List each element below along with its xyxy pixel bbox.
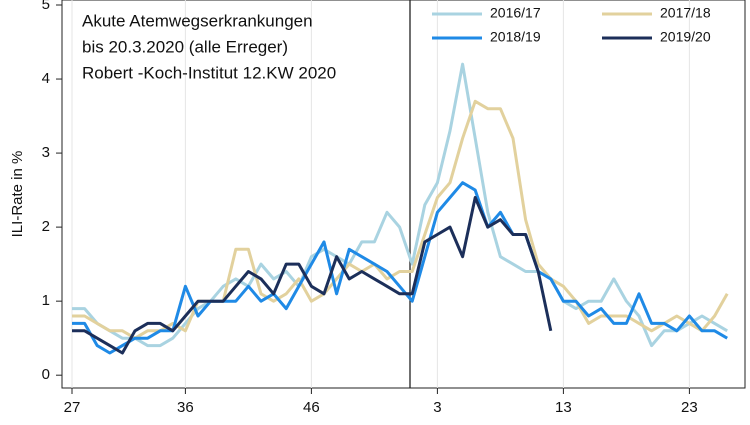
annotation: Akute Atemwegserkrankungen [82,11,313,30]
series-line [72,99,729,340]
legend-label: 2018/19 [490,29,541,45]
legend-label: 2016/17 [490,5,541,21]
y-tick-label: 5 [42,0,50,13]
y-tick-label: 4 [42,70,50,87]
series-line [72,196,553,355]
y-tick-label: 1 [42,292,50,309]
series-line [72,62,728,348]
y-tick-label: 2 [42,218,50,235]
x-tick-label: 46 [303,399,320,416]
y-axis-label: ILI-Rate in % [9,151,26,238]
x-tick-label: 23 [681,399,698,416]
x-tick-label: 13 [555,399,572,416]
plot-frame [61,0,746,389]
y-tick-label: 3 [42,144,50,161]
annotation: Robert -Koch-Institut 12.KW 2020 [82,63,336,82]
x-tick-label: 3 [433,399,441,416]
legend-label: 2019/20 [660,29,711,45]
y-tick-label: 0 [42,366,50,383]
x-tick-label: 27 [64,399,81,416]
legend-label: 2017/18 [660,5,711,21]
series-line [72,181,728,355]
x-tick-label: 36 [177,399,194,416]
annotation: bis 20.3.2020 (alle Erreger) [82,37,288,56]
